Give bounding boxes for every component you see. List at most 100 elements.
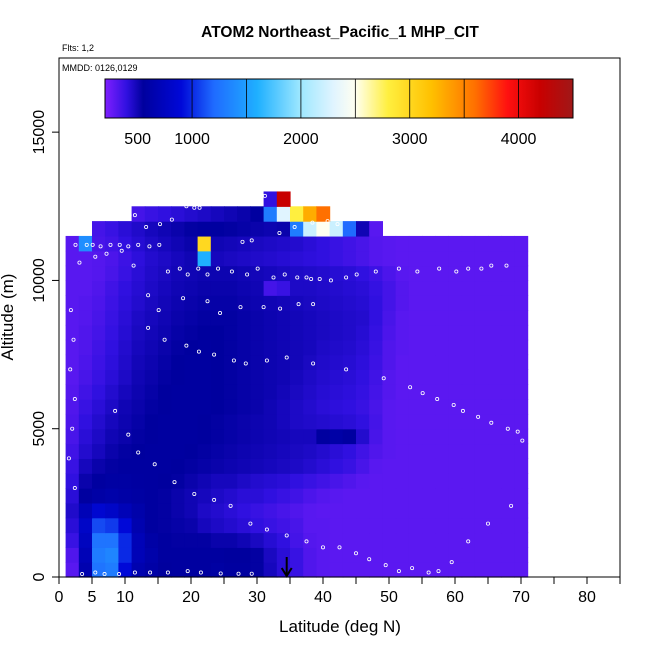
curtain-cell	[65, 235, 80, 252]
curtain-cell	[290, 235, 304, 252]
curtain-cell	[237, 280, 251, 296]
curtain-cell	[342, 473, 357, 489]
curtain-cell	[184, 488, 199, 504]
curtain-cell	[184, 428, 199, 445]
flight-point	[104, 251, 109, 256]
curtain-cell	[158, 473, 172, 489]
flight-point	[131, 263, 136, 268]
curtain-cell	[171, 473, 185, 489]
curtain-cell	[422, 502, 436, 519]
flight-point	[126, 244, 131, 249]
curtain-cell	[263, 280, 278, 296]
curtain-cell	[303, 250, 317, 267]
curtain-cell	[131, 428, 146, 445]
curtain-cell	[290, 443, 304, 459]
curtain-cell	[501, 428, 515, 445]
flight-point	[157, 242, 162, 247]
flight-point	[156, 308, 161, 313]
x-tick-label: 50	[380, 589, 398, 606]
curtain-cell	[395, 265, 410, 282]
curtain-cell	[184, 532, 199, 548]
curtain-cell	[395, 413, 410, 430]
curtain-cell	[92, 517, 106, 534]
curtain-cell	[408, 235, 423, 252]
curtain-cell	[501, 280, 515, 296]
curtain-cell	[118, 399, 133, 415]
curtain-cell	[144, 206, 159, 222]
curtain-cell	[197, 324, 212, 341]
curtain-cell	[461, 413, 476, 430]
curtain-cell	[435, 547, 449, 563]
flight-point	[231, 358, 236, 363]
curtain-cell	[276, 250, 291, 267]
curtain-cell	[237, 547, 251, 563]
flight-point	[185, 272, 190, 277]
flight-point	[249, 238, 254, 243]
curtain-cell	[501, 310, 515, 326]
flight-point	[185, 569, 190, 574]
curtain-cell	[158, 562, 172, 578]
curtain-cell	[356, 488, 370, 504]
curtain-cell	[263, 295, 278, 311]
curtain-cell	[197, 265, 212, 282]
curtain-cell	[514, 384, 529, 400]
flight-point	[454, 269, 459, 274]
colorbar-tick-label: 1000	[174, 131, 210, 148]
curtain-cell	[303, 532, 317, 548]
curtain-cell	[342, 324, 357, 341]
curtain-cell	[356, 295, 370, 311]
curtain-cell	[329, 562, 344, 578]
curtain-cell	[395, 443, 410, 459]
curtain-cell	[382, 547, 397, 563]
curtain-cell	[501, 354, 515, 370]
curtain-cell	[369, 399, 383, 415]
curtain-cell	[408, 443, 423, 459]
curtain-cell	[435, 413, 449, 430]
curtain-cell	[171, 354, 185, 370]
curtain-cell	[92, 458, 106, 474]
curtain-cell	[184, 502, 199, 519]
curtain-cell	[461, 265, 476, 282]
curtain-cell	[250, 517, 265, 534]
curtain-cell	[356, 384, 370, 400]
curtain-cell	[224, 562, 238, 578]
curtain-cell	[408, 280, 423, 296]
curtain-cell	[184, 458, 199, 474]
curtain-cell	[422, 532, 436, 548]
flight-point	[196, 266, 201, 271]
curtain-cell	[197, 384, 212, 400]
curtain-cell	[474, 354, 489, 370]
curtain-cell	[171, 250, 185, 267]
curtain-cell	[290, 310, 304, 326]
curtain-cell	[448, 280, 463, 296]
curtain-cell	[435, 235, 449, 252]
curtain-cell	[78, 532, 93, 548]
curtain-cell	[197, 206, 212, 222]
curtain-cell	[488, 280, 502, 296]
curtain-cell	[105, 532, 119, 548]
curtain-cell	[514, 488, 529, 504]
flight-point	[408, 385, 413, 390]
curtain-cell	[501, 413, 515, 430]
curtain-cell	[514, 280, 529, 296]
curtain-cell	[488, 235, 502, 252]
curtain-cell	[303, 384, 317, 400]
curtain-cell	[158, 399, 172, 415]
curtain-cell	[263, 443, 278, 459]
curtain-cell	[237, 295, 251, 311]
curtain-cell	[461, 443, 476, 459]
curtain-cell	[118, 310, 133, 326]
curtain-cell	[131, 458, 146, 474]
curtain-cell	[342, 547, 357, 563]
flight-point	[224, 201, 229, 206]
curtain-cell	[210, 517, 225, 534]
curtain-cell	[158, 413, 172, 430]
flight-point	[157, 222, 162, 227]
curtain-cell	[395, 295, 410, 311]
flight-point	[93, 570, 98, 575]
curtain-cell	[342, 221, 357, 237]
flight-point	[192, 491, 197, 496]
curtain-cell	[501, 488, 515, 504]
curtain-cell	[105, 221, 119, 237]
flight-point	[311, 302, 316, 307]
